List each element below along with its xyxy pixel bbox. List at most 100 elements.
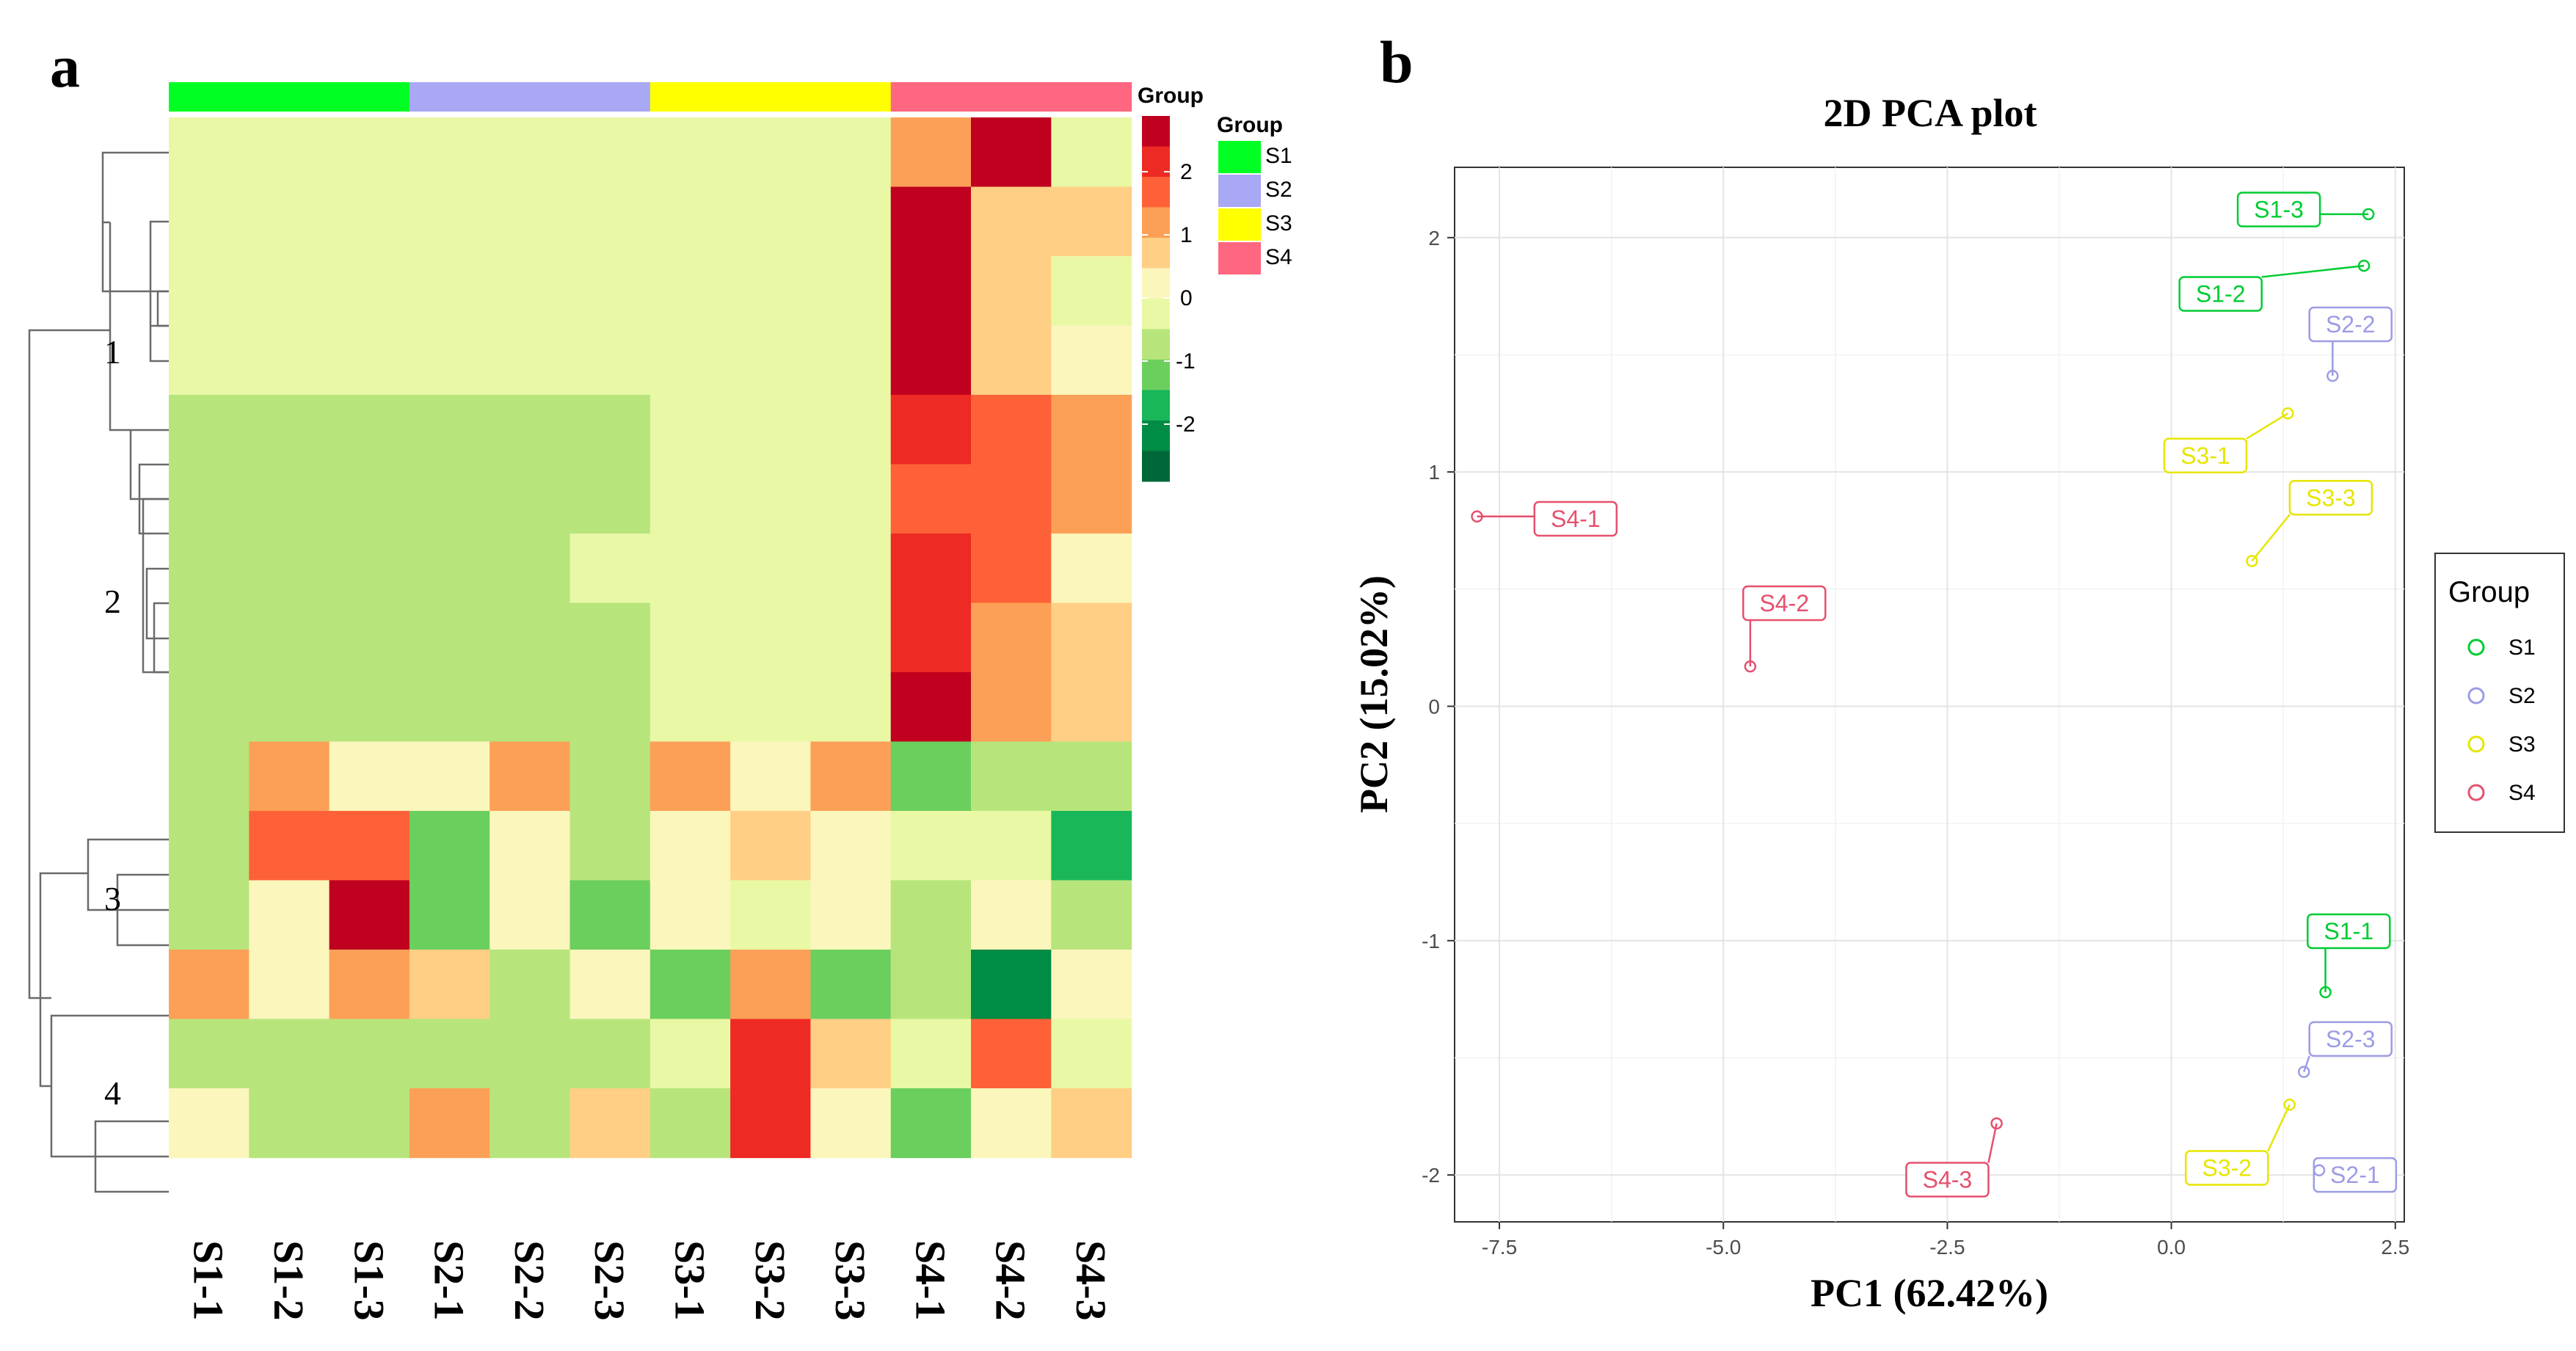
heatmap-cell [570, 117, 651, 188]
pca-leader-line [1987, 1123, 1998, 1163]
heatmap-cell [570, 811, 651, 881]
pca-legend-label-s4: S4 [2508, 781, 2536, 805]
heatmap-cell [169, 117, 250, 188]
heatmap-cell [570, 741, 651, 812]
annotation-cell [1051, 82, 1132, 112]
annotation-cell [329, 82, 410, 112]
pca-label-box [1533, 500, 1618, 537]
heatmap-cell [650, 325, 731, 396]
pca-point [2319, 986, 2332, 999]
heatmap-cell [249, 464, 330, 534]
heatmap-cell [971, 395, 1052, 465]
pca-title: 2D PCA plot [1823, 91, 2037, 135]
group-legend: Group S1 S2 S3 S4 [1217, 113, 1292, 274]
heatmap-cell [409, 117, 490, 188]
heatmap-cell [971, 325, 1052, 396]
heatmap-cell [1051, 1088, 1132, 1159]
column-label: S1-1 [185, 1240, 233, 1321]
heatmap-cell [810, 117, 892, 188]
heatmap-cell [1051, 950, 1132, 1020]
heatmap-cell [730, 256, 811, 327]
pca-point [2282, 407, 2294, 420]
pca-legend-marker-s2 [2467, 687, 2485, 704]
heatmap-cell [971, 741, 1052, 812]
heatmap-cell [249, 880, 330, 950]
heatmap-cell [249, 602, 330, 673]
heatmap-cell [730, 950, 811, 1020]
pca-legend-label-s3: S3 [2508, 732, 2536, 757]
colorbar-segment [1142, 268, 1170, 299]
heatmap-cell [810, 602, 892, 673]
heatmap-cell [329, 534, 410, 604]
heatmap-cell [490, 395, 571, 465]
heatmap-cell [490, 1088, 571, 1159]
pca-y-tick-label: -1 [1422, 930, 1440, 953]
group-legend-title: Group [1217, 113, 1283, 137]
heatmap-cell [409, 325, 490, 396]
pca-point-label: S1-3 [2254, 196, 2304, 222]
pca-legend-label-s1: S1 [2508, 636, 2536, 660]
heatmap-cell [409, 741, 490, 812]
heatmap-cell [810, 325, 892, 396]
colorbar-segment [1142, 451, 1170, 482]
pca-leader-line [2251, 514, 2291, 562]
heatmap-cell [409, 1088, 490, 1159]
heatmap-cell [730, 602, 811, 673]
heatmap-cell [249, 186, 330, 257]
pca-legend-marker-s3 [2467, 735, 2485, 753]
column-label: S1-2 [265, 1240, 313, 1321]
heatmap-cell [169, 256, 250, 327]
heatmap-cell [329, 811, 410, 881]
pca-y-tick-label: -2 [1422, 1164, 1440, 1187]
heatmap-cell [409, 602, 490, 673]
heatmap-cell [490, 186, 571, 257]
colorbar-segment [1142, 329, 1170, 360]
annotation-cell [169, 82, 250, 112]
pca-label-box [1742, 585, 1827, 622]
row-dendrogram [28, 151, 169, 1193]
column-label: S4-1 [906, 1240, 954, 1321]
heatmap-cell [730, 672, 811, 743]
heatmap-cell [890, 1088, 972, 1159]
heatmap-cell [490, 741, 571, 812]
heatmap-cell [1051, 741, 1132, 812]
heatmap-cell [169, 1019, 250, 1089]
heatmap-cell [570, 950, 651, 1020]
heatmap-cell [570, 1019, 651, 1089]
heatmap-cell [810, 1019, 892, 1089]
heatmap-cell [409, 811, 490, 881]
pca-leader-line [2267, 1104, 2291, 1152]
annotation-cell [570, 82, 651, 112]
pca-point [2357, 259, 2371, 272]
heatmap-cell [650, 117, 731, 188]
pca-point [2326, 369, 2339, 382]
pca-legend: Group S1 S2 S3 S4 [2434, 553, 2565, 833]
heatmap-cell [249, 741, 330, 812]
heatmap-cell [890, 186, 972, 257]
column-label: S3-1 [666, 1240, 713, 1321]
pca-plot-area [1454, 167, 2405, 1223]
pca-point [1471, 510, 1483, 523]
group-legend-label: S2 [1265, 178, 1292, 202]
heatmap-cell [409, 880, 490, 950]
heatmap-cell [810, 186, 892, 257]
heatmap-cell [890, 1019, 972, 1089]
heatmap-cell [329, 186, 410, 257]
heatmap-cell [1051, 256, 1132, 327]
heatmap-cell [249, 672, 330, 743]
heatmap-cell [570, 256, 651, 327]
pca-y-axis-label: PC2 (15.02%) [1352, 575, 1396, 813]
colorbar-segment [1142, 238, 1170, 269]
heatmap-cell [890, 325, 972, 396]
colorbar-segment [1142, 177, 1170, 208]
heatmap-cells [169, 117, 1132, 1159]
heatmap-cell [971, 186, 1052, 257]
colorbar-segment [1142, 360, 1170, 390]
pca-x-tick-label: -7.5 [1482, 1236, 1517, 1259]
heatmap-cell [570, 464, 651, 534]
pca-x-axis-label: PC1 (62.42%) [1811, 1271, 2048, 1315]
heatmap-cell [890, 741, 972, 812]
pca-leader-line [2246, 412, 2288, 440]
heatmap-cell [329, 672, 410, 743]
heatmap-cell [650, 811, 731, 881]
